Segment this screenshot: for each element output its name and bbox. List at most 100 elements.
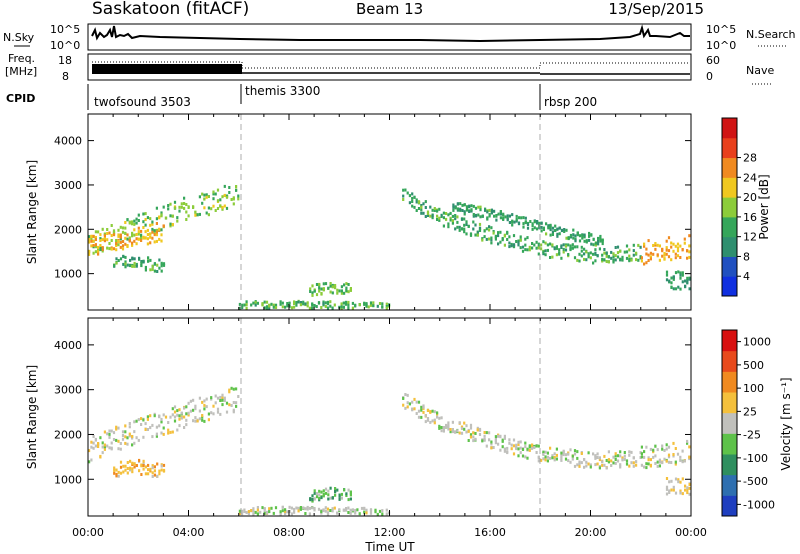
power-cell [422,211,425,215]
power-cell [524,248,527,252]
power-cell [194,213,197,217]
velocity-cell [594,463,597,467]
velocity-cell [250,509,253,512]
velocity-cell [628,453,631,457]
power-cell [329,282,332,285]
power-cell [124,262,127,266]
power-cell [465,232,468,236]
velocity-cell [544,458,547,462]
power-cell [483,235,486,239]
power-cell [128,236,131,240]
velocity-cell [449,428,452,431]
power-cell [681,248,684,251]
velocity-cell [110,447,113,451]
power-cell [420,205,423,209]
power-cell [607,260,610,264]
power-cell [404,188,407,192]
velocity-cell [688,455,691,459]
power-cell [499,240,502,244]
velocity-cell [619,465,622,469]
velocity-cell [112,438,116,441]
power-cell [501,238,504,242]
velocity-cell [284,508,287,512]
velocity-cell [683,459,686,463]
power-cell [223,193,226,197]
velocity-cell [322,489,325,493]
velocity-cell [594,454,597,458]
velocity-cell [151,423,154,427]
velocity-cell [652,455,655,459]
power-cell [463,230,466,234]
power-cell [472,227,475,231]
power-cell [686,249,689,253]
velocity-cell [674,477,678,481]
velocity-cell [162,469,166,473]
power-cell [133,233,136,237]
velocity-cell [334,493,337,497]
power-cell [101,246,104,250]
velocity-cell [340,492,343,496]
power-cell [529,220,532,223]
power-cell [531,222,534,226]
velocity-cell [583,458,586,461]
power-cell [549,228,552,232]
velocity-cell [158,424,161,428]
velocity-cell [308,506,311,510]
power-cell [207,195,210,198]
velocity-colorbar-cell [722,371,737,393]
velocity-cell [647,462,650,466]
velocity-colorbar-cell [722,392,737,414]
x-tick-label: 08:00 [273,526,305,539]
velocity-cell [230,404,233,407]
velocity-cell [203,399,206,403]
power-cell [212,190,215,194]
velocity-cell [263,510,266,514]
velocity-cell [422,410,425,414]
velocity-cell [442,429,445,433]
power-cell [684,279,687,283]
power-cell [155,228,158,232]
velocity-cell [324,509,327,513]
velocity-cell [402,397,405,400]
velocity-cell [173,419,177,423]
power-cell [686,256,689,260]
velocity-cell [178,408,181,412]
power-cell [490,226,493,230]
velocity-cell [447,421,450,425]
velocity-cell [147,472,150,476]
power-cell [485,227,488,231]
power-cell [545,232,548,236]
power-colorbar-cell [722,236,737,257]
power-cell [546,243,549,247]
power-cell [140,239,143,242]
power-cell [238,302,241,306]
velocity-cell [447,423,450,427]
power-cell [474,223,477,227]
power-cell [522,225,525,229]
power-cell [440,213,443,217]
velocity-cell [519,451,522,455]
velocity-cell [196,419,199,423]
power-cell [519,246,522,250]
power-cell [463,210,466,214]
velocity-cell [349,508,352,512]
power-cell [452,205,455,209]
power-cell [565,228,568,232]
velocity-cell [533,446,536,449]
power-cell [497,234,500,238]
velocity-cell [406,393,409,397]
velocity-cell [630,450,633,454]
velocity-cell [119,471,123,475]
velocity-cell [279,512,282,516]
velocity-cell [313,491,316,495]
velocity-cell [308,512,311,516]
power-cell [563,228,566,231]
velocity-cell [173,415,177,419]
power-cell [183,206,186,210]
power-cell [558,232,561,236]
velocity-cell [616,454,620,458]
power-cell [185,203,188,206]
velocity-cell [564,457,568,461]
velocity-cell [108,435,111,439]
velocity-cell [661,461,664,465]
